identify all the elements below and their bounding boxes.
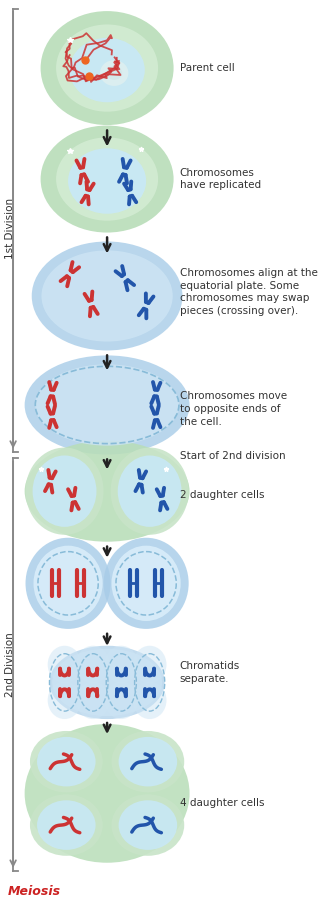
Ellipse shape: [30, 731, 103, 792]
Ellipse shape: [105, 681, 138, 719]
Text: Parent cell: Parent cell: [180, 63, 234, 73]
Ellipse shape: [33, 455, 97, 526]
Ellipse shape: [37, 737, 96, 787]
Ellipse shape: [76, 645, 110, 683]
Text: 2nd Division: 2nd Division: [5, 632, 15, 697]
Ellipse shape: [133, 681, 166, 719]
Ellipse shape: [118, 455, 181, 526]
Text: 4 daughter cells: 4 daughter cells: [180, 798, 264, 808]
Ellipse shape: [42, 250, 173, 341]
Ellipse shape: [69, 38, 145, 103]
Text: Chromosomes
have replicated: Chromosomes have replicated: [180, 167, 261, 191]
Text: Chromatids
separate.: Chromatids separate.: [180, 662, 240, 684]
Ellipse shape: [100, 60, 129, 86]
Ellipse shape: [56, 24, 158, 112]
Ellipse shape: [106, 66, 122, 80]
Ellipse shape: [26, 447, 104, 535]
Ellipse shape: [133, 645, 166, 683]
Ellipse shape: [32, 241, 182, 350]
Text: 2 daughter cells: 2 daughter cells: [180, 491, 264, 500]
Ellipse shape: [52, 649, 162, 716]
Ellipse shape: [76, 681, 110, 719]
Ellipse shape: [50, 645, 165, 719]
Ellipse shape: [48, 645, 81, 683]
Ellipse shape: [37, 800, 96, 850]
Ellipse shape: [119, 737, 177, 787]
Ellipse shape: [34, 545, 103, 621]
Ellipse shape: [26, 537, 111, 629]
Ellipse shape: [112, 795, 184, 856]
Ellipse shape: [25, 724, 189, 863]
Ellipse shape: [111, 447, 189, 535]
Text: 1st Division: 1st Division: [5, 198, 15, 259]
Ellipse shape: [41, 11, 173, 125]
Ellipse shape: [68, 148, 146, 213]
Ellipse shape: [112, 731, 184, 792]
Ellipse shape: [105, 645, 138, 683]
Ellipse shape: [35, 364, 179, 446]
Text: Start of 2nd division: Start of 2nd division: [180, 452, 285, 462]
Text: Chromosomes move
to opposite ends of
the cell.: Chromosomes move to opposite ends of the…: [180, 392, 287, 427]
Ellipse shape: [56, 138, 158, 220]
Ellipse shape: [25, 356, 189, 454]
Ellipse shape: [25, 441, 189, 542]
Ellipse shape: [30, 795, 103, 856]
Ellipse shape: [112, 545, 181, 621]
Ellipse shape: [48, 681, 81, 719]
Text: Chromosomes align at the
equatorial plate. Some
chromosomes may swap
pieces (cro: Chromosomes align at the equatorial plat…: [180, 268, 318, 316]
Ellipse shape: [41, 125, 173, 232]
Ellipse shape: [119, 800, 177, 850]
Text: Meiosis: Meiosis: [8, 885, 61, 897]
Ellipse shape: [104, 537, 189, 629]
